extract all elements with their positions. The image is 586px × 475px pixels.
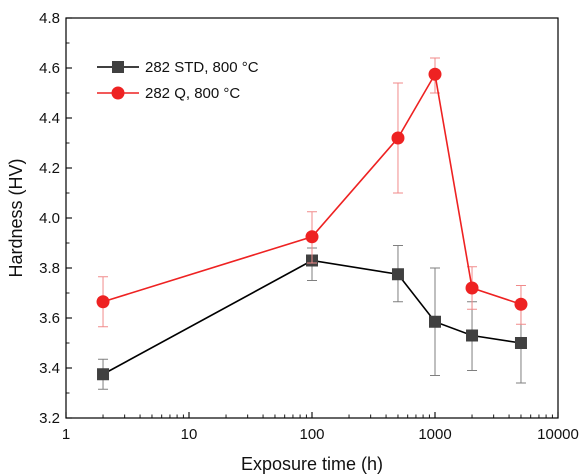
data-point	[514, 337, 527, 349]
y-tick-label: 3.2	[39, 410, 60, 427]
legend-label: 282 STD, 800 °C	[145, 59, 259, 76]
x-tick-label: 1000	[418, 426, 451, 443]
legend-label: 282 Q, 800 °C	[145, 85, 240, 102]
y-tick-label: 4.0	[39, 210, 60, 227]
series-q	[96, 57, 528, 328]
data-point	[391, 131, 405, 145]
x-tick-label: 10	[181, 426, 198, 443]
y-axis-title: Hardness (HV)	[6, 158, 26, 277]
data-point	[391, 268, 404, 281]
y-tick-label: 3.8	[39, 260, 60, 277]
y-tick-label: 3.4	[39, 360, 60, 377]
y-tick-label: 4.6	[39, 60, 60, 77]
y-tick-label: 4.4	[39, 110, 60, 127]
series-std	[97, 245, 527, 390]
x-tick-label: 10000	[537, 426, 579, 443]
y-tick-label: 4.2	[39, 160, 60, 177]
legend-marker	[111, 86, 125, 100]
series-line	[102, 71, 522, 306]
x-axis-title: Exposure time (h)	[241, 454, 383, 474]
y-tick-label: 4.8	[39, 10, 60, 27]
y-axis-ticks: 3.2 3.4 3.6 3.8 4.0 4.2 4.4 4.6 4.8	[39, 10, 72, 427]
data-point	[97, 368, 110, 381]
data-point	[465, 281, 479, 295]
data-point	[96, 295, 110, 309]
data-point	[514, 297, 528, 311]
x-axis-ticks: 1 10 100 1000 10000	[62, 412, 579, 443]
data-point	[305, 230, 319, 244]
series-layer	[96, 57, 528, 390]
x-tick-label: 1	[62, 426, 70, 443]
legend-marker	[112, 61, 124, 73]
data-point	[429, 315, 441, 328]
legend: 282 STD, 800 °C 282 Q, 800 °C	[97, 59, 259, 102]
data-point	[466, 329, 479, 342]
series-line	[102, 259, 522, 375]
y-tick-label: 3.6	[39, 310, 60, 327]
x-tick-label: 100	[299, 426, 324, 443]
data-point	[428, 67, 442, 81]
